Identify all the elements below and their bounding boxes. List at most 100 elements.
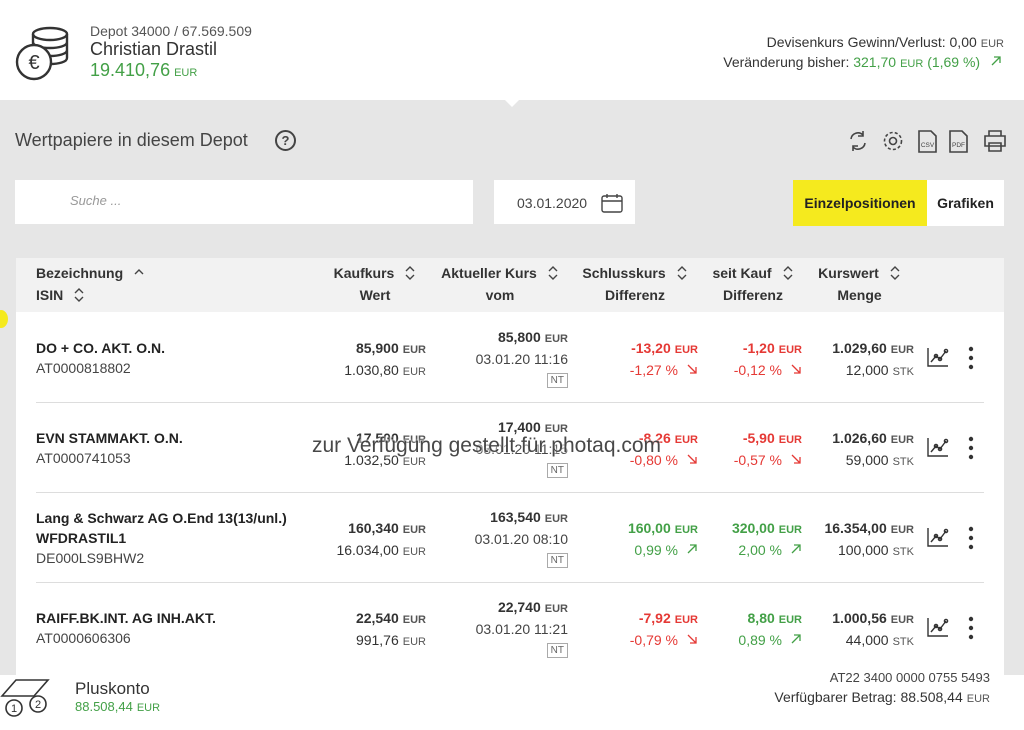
pdf-icon[interactable] xyxy=(949,130,968,153)
value: 85,900 xyxy=(355,340,399,356)
tab[interactable]: Grafiken xyxy=(927,180,1004,226)
column-header[interactable]: Aktueller Kurs xyxy=(440,265,560,281)
up-arrow xyxy=(791,634,801,644)
change-pct: (1,69 %) xyxy=(927,54,981,70)
svg-text:2: 2 xyxy=(35,699,41,711)
down-arrow xyxy=(687,454,697,464)
column-header[interactable]: Kaufkurs xyxy=(320,265,430,281)
market-cell: 1.026,60 EUR 59,000 STK xyxy=(832,428,914,472)
quantity: 59,000 STK xyxy=(832,450,914,472)
header-label: Schlusskurs xyxy=(582,265,666,281)
chart-icon[interactable] xyxy=(926,526,950,548)
qty: 59,000 xyxy=(845,452,889,468)
column-header[interactable]: Menge xyxy=(812,287,907,303)
value: 22,540 xyxy=(355,610,399,626)
unit: EUR xyxy=(674,434,698,446)
security-name: DO + CO. AKT. O.N. AT0000818802 xyxy=(36,338,165,378)
header-label: vom xyxy=(485,287,515,303)
column-header[interactable]: Schlusskurs xyxy=(580,265,690,281)
name-line: DO + CO. AKT. O.N. xyxy=(36,340,165,356)
column-header[interactable]: Bezeichnung xyxy=(36,265,196,281)
name-line: Lang & Schwarz AG O.End 13(13/unl.) xyxy=(36,510,287,526)
header-label: Menge xyxy=(837,287,882,303)
unit: EUR xyxy=(778,524,802,536)
menu-icon[interactable] xyxy=(967,616,975,640)
purchase-cell: 22,540 EUR 991,76 EUR xyxy=(356,608,426,652)
diff-pct: -0,57 % xyxy=(734,450,802,470)
unit: EUR xyxy=(778,614,802,626)
settings-icon[interactable] xyxy=(883,131,903,151)
column-header[interactable]: Differenz xyxy=(708,287,798,303)
unit: EUR xyxy=(890,614,914,626)
price-time: 03.01.20 11:21 xyxy=(475,621,568,637)
unit: EUR xyxy=(966,693,990,705)
menu-icon[interactable] xyxy=(967,526,975,550)
price-cell: 22,740 EUR 03.01.20 11:21 NT xyxy=(460,597,568,661)
purchase-price: 85,900 EUR xyxy=(344,338,426,360)
column-header[interactable]: Kurswert xyxy=(812,265,907,281)
price-time: 03.01.20 11:15 xyxy=(475,441,568,457)
menu-icon[interactable] xyxy=(967,436,975,460)
chart-icon[interactable] xyxy=(926,346,950,368)
row-separator xyxy=(36,492,984,493)
calendar-icon[interactable] xyxy=(601,193,623,213)
change-value: 321,70 xyxy=(853,54,897,70)
unit: EUR xyxy=(778,344,802,356)
unit: EUR xyxy=(544,333,568,345)
search-box[interactable] xyxy=(15,180,473,224)
diff-pct: -0,79 % xyxy=(630,630,698,650)
security-name: RAIFF.BK.INT. AG INH.AKT. AT0000606306 xyxy=(36,608,216,648)
sort-icon xyxy=(74,288,84,302)
diff-value: -1,20 EUR xyxy=(734,338,802,360)
refresh-icon[interactable] xyxy=(850,131,866,151)
column-header[interactable]: Wert xyxy=(320,287,430,303)
value: 320,00 xyxy=(731,520,775,536)
current-price: 163,540 EUR xyxy=(460,507,568,529)
unit: EUR xyxy=(402,636,426,648)
column-header[interactable]: vom xyxy=(440,287,560,303)
column-header[interactable]: Differenz xyxy=(580,287,690,303)
column-header[interactable]: ISIN xyxy=(36,287,196,303)
header-label: Kaufkurs xyxy=(333,265,395,281)
security-name: EVN STAMMAKT. O.N. AT0000741053 xyxy=(36,428,183,468)
unit: STK xyxy=(892,636,914,648)
diff-cell: -8,26 EUR -0,80 % xyxy=(630,428,698,470)
chart-icon[interactable] xyxy=(926,436,950,458)
column-header[interactable]: seit Kauf xyxy=(708,265,798,281)
chart-icon[interactable] xyxy=(926,616,950,638)
diff-cell: -13,20 EUR -1,27 % xyxy=(630,338,698,380)
price-time: 03.01.20 11:16 xyxy=(475,351,568,367)
table-card xyxy=(16,258,1004,675)
header-label: seit Kauf xyxy=(712,265,772,281)
purchase-value: 1.030,80 EUR xyxy=(344,360,426,382)
unit: EUR xyxy=(402,366,426,378)
purchase-price: 22,540 EUR xyxy=(356,608,426,630)
csv-icon[interactable] xyxy=(918,130,937,153)
value: 1.032,50 xyxy=(344,452,399,468)
footer xyxy=(0,675,1024,730)
owner-name: Christian Drastil xyxy=(90,39,218,59)
badge: NT xyxy=(546,373,568,388)
value: 8,80 xyxy=(747,610,775,626)
date-box[interactable] xyxy=(494,180,635,224)
menu-icon[interactable] xyxy=(967,346,975,370)
isin: AT0000606306 xyxy=(36,630,131,646)
date-value: 03.01.2020 xyxy=(517,195,588,211)
help-icon[interactable]: ? xyxy=(275,130,296,151)
sort-icon xyxy=(134,269,144,275)
value: 17,500 xyxy=(355,430,399,446)
market-cell: 1.029,60 EUR 12,000 STK xyxy=(832,338,914,382)
diff-value: 320,00 EUR xyxy=(732,518,802,540)
balance: 19.410,76 EUR xyxy=(90,60,197,81)
tab-active[interactable]: Einzelpositionen xyxy=(793,180,927,226)
value: -8,26 xyxy=(638,430,671,446)
search-placeholder: Suche ... xyxy=(70,193,122,208)
print-icon[interactable] xyxy=(984,130,1006,152)
up-arrow xyxy=(791,544,801,554)
up-arrow xyxy=(991,56,1001,66)
fx-line: Devisenkurs Gewinn/Verlust: 0,00 EUR xyxy=(767,34,1004,50)
value: 22,740 xyxy=(497,599,541,615)
unit: EUR xyxy=(890,344,914,356)
